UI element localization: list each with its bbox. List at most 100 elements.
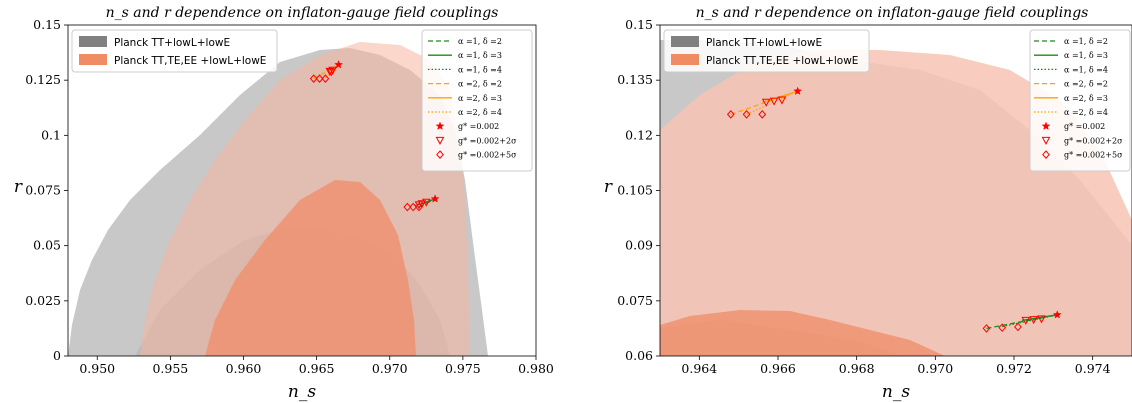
right-legend-swatch-ttteee <box>671 54 699 65</box>
left-x-tick-label: 0.950 <box>79 361 115 376</box>
right-x-tick-label: 0.970 <box>917 361 953 376</box>
right-marker-diamond <box>742 110 751 119</box>
left-x-axis-label: n_s <box>288 382 316 402</box>
right-region-ttteee-inner <box>660 310 945 356</box>
left-legend-series-label: α =2, δ =2 <box>458 80 502 89</box>
left-legend-swatch-tt <box>79 36 107 47</box>
right-confidence-regions <box>660 40 1132 356</box>
right-legend-marker-triangle-down <box>1041 136 1051 145</box>
left-legend-swatch-ttteee <box>79 54 107 65</box>
left-legend-marker-triangle-down <box>435 136 445 145</box>
right-x-tick-label: 0.974 <box>1075 361 1111 376</box>
left-chart-title: n_s and r dependence on inflaton-gauge f… <box>106 5 499 21</box>
right-legend-marker-diamond <box>1042 150 1050 159</box>
left-region-legend-frame <box>71 29 278 73</box>
left-y-tick-label: 0.15 <box>33 17 61 32</box>
left-series-line-0 <box>418 198 436 208</box>
left-legend-marker-label: g* =0.002 <box>458 122 499 131</box>
left-marker-triangle-down <box>326 68 336 77</box>
right-marker-diamond <box>1014 322 1022 332</box>
right-series-line-2 <box>1002 314 1058 328</box>
left-legend-label-tt: Planck TT+lowL+lowE <box>114 37 230 49</box>
right-marker-diamond <box>726 110 735 119</box>
right-panel: n_s and r dependence on inflaton-gauge f… <box>604 5 1132 402</box>
right-legend-series-label: α =1, δ =3 <box>1064 51 1108 60</box>
left-y-tick-label: 0.125 <box>25 72 61 87</box>
left-x-tick-label: 0.975 <box>445 361 481 376</box>
left-confidence-regions <box>68 42 488 356</box>
left-series-legend-frame <box>421 29 533 172</box>
right-region-legend-frame <box>663 29 870 73</box>
left-marker-diamond <box>403 202 412 212</box>
right-legend-marker-label: g* =0.002+5σ <box>1064 151 1123 160</box>
right-marker-diamond <box>998 323 1007 333</box>
left-legend-marker-label: g* =0.002+2σ <box>458 136 517 145</box>
right-legend-series-label: α =2, δ =2 <box>1064 80 1108 89</box>
left-marker-diamond <box>409 202 418 212</box>
left-legend-series-label: α =1, δ =2 <box>458 37 502 46</box>
left-legend-series-label: α =2, δ =3 <box>458 94 502 103</box>
left-y-tick-label: 0.075 <box>25 183 61 198</box>
right-marker-diamond <box>758 110 767 119</box>
left-legend-series-label: α =1, δ =3 <box>458 51 502 60</box>
right-y-tick-label: 0.09 <box>625 238 653 253</box>
right-marker-triangle-down <box>761 98 771 107</box>
right-y-tick-label: 0.135 <box>617 72 653 87</box>
right-x-ticks: 0.964 0.966 0.968 0.970 0.972 0.974 <box>681 356 1111 376</box>
right-legend-series-label: α =1, δ =4 <box>1064 65 1108 74</box>
left-marker-star <box>430 194 440 203</box>
right-region-legend: Planck TT+lowL+lowE Planck TT,TE,EE +low… <box>663 29 870 73</box>
left-y-tick-label: 0 <box>53 348 61 363</box>
right-marker-triangle-down <box>1029 316 1039 325</box>
right-y-tick-label: 0.12 <box>625 127 653 142</box>
left-markers <box>309 60 440 212</box>
right-legend-series-label: α =1, δ =2 <box>1064 37 1108 46</box>
left-legend-marker-label: g* =0.002+5σ <box>458 151 517 160</box>
right-marker-diamond <box>982 324 991 333</box>
right-markers <box>726 86 1062 333</box>
left-x-tick-label: 0.955 <box>152 361 188 376</box>
left-y-tick-label: 0.025 <box>25 293 61 308</box>
left-y-tick-label: 0.05 <box>33 238 61 253</box>
left-legend-series-label: α =1, δ =4 <box>458 65 502 74</box>
left-y-axis-label: r <box>14 177 23 197</box>
left-panel: n_s and r dependence on inflaton-gauge f… <box>14 5 554 402</box>
right-y-tick-label: 0.105 <box>617 183 653 198</box>
left-marker-star <box>334 60 344 69</box>
left-x-tick-label: 0.980 <box>518 361 554 376</box>
right-chart-title: n_s and r dependence on inflaton-gauge f… <box>696 5 1089 21</box>
right-series-legend: α =1, δ =2 α =1, δ =3 α =1, δ =4 α =2, δ =2… <box>1029 29 1131 172</box>
right-legend-label-tt: Planck TT+lowL+lowE <box>706 37 822 49</box>
right-legend-marker-star <box>1041 121 1051 131</box>
right-legend-label-ttteee: Planck TT,TE,EE +lowL+lowE <box>706 55 858 67</box>
left-x-tick-label: 0.960 <box>226 361 262 376</box>
left-legend-marker-star <box>435 121 445 131</box>
right-marker-star <box>1052 310 1062 319</box>
right-legend-swatch-tt <box>671 36 699 47</box>
right-legend-series-label: α =2, δ =3 <box>1064 94 1108 103</box>
left-legend-marker-diamond <box>436 150 444 159</box>
right-x-axis-label: n_s <box>882 382 910 402</box>
left-x-tick-label: 0.970 <box>372 361 408 376</box>
right-y-tick-label: 0.06 <box>625 348 653 363</box>
right-x-tick-label: 0.966 <box>760 361 796 376</box>
right-marker-triangle-down <box>1021 316 1031 325</box>
left-legend-series-label: α =2, δ =4 <box>458 108 502 117</box>
right-x-tick-label: 0.964 <box>681 361 717 376</box>
left-region-ttteee-inner <box>205 180 416 356</box>
right-legend-marker-label: g* =0.002+2σ <box>1064 136 1123 145</box>
left-series-legend: α =1, δ =2 α =1, δ =3 α =1, δ =4 α =2, δ =2… <box>421 29 533 172</box>
right-region-ttteee-outer <box>660 50 1132 356</box>
left-y-ticks: 0 0.025 0.05 0.075 0.1 0.125 0.15 <box>25 17 68 363</box>
right-marker-triangle-down <box>1037 315 1046 324</box>
right-x-tick-label: 0.968 <box>839 361 875 376</box>
right-marker-star <box>793 86 803 96</box>
left-x-ticks: 0.950 0.955 0.960 0.965 0.970 0.975 0.980 <box>79 356 554 376</box>
right-series-legend-frame <box>1029 29 1131 172</box>
left-region-legend: Planck TT+lowL+lowE Planck TT,TE,EE +low… <box>71 29 278 73</box>
right-legend-series-label: α =2, δ =4 <box>1064 108 1108 117</box>
left-marker-triangle-down <box>417 200 427 209</box>
left-y-tick-label: 0.1 <box>41 127 61 142</box>
left-marker-diamond <box>315 74 324 83</box>
